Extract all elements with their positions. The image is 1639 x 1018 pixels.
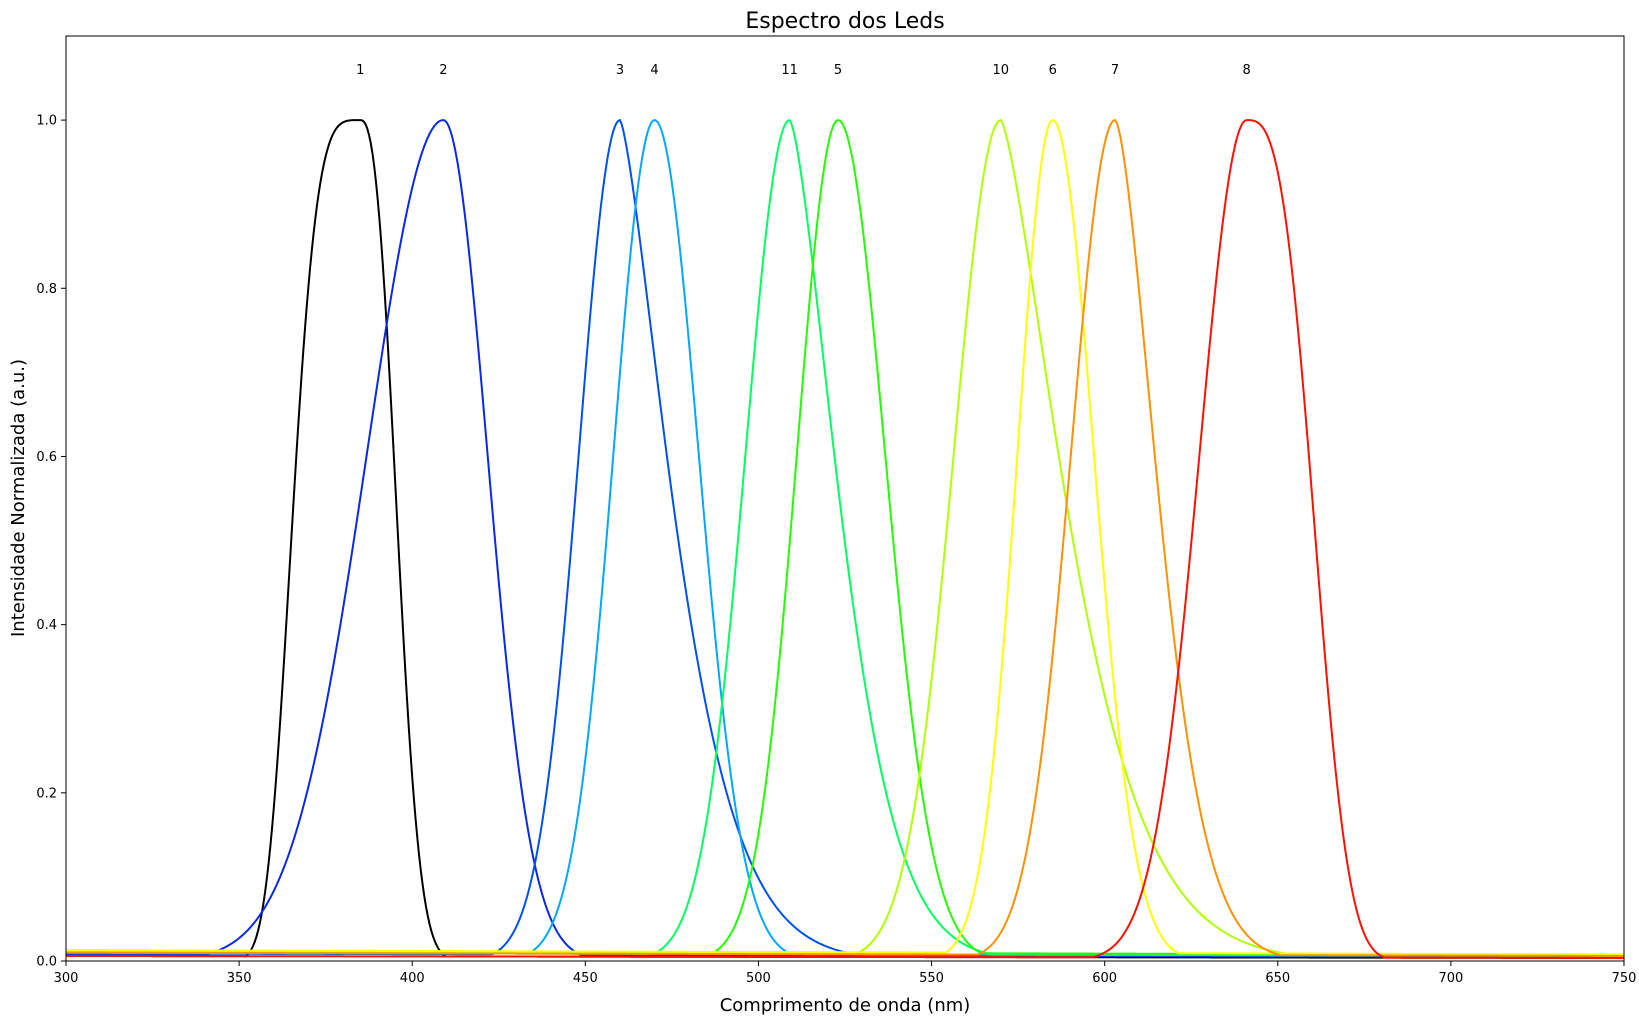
peak-label-10: 10	[993, 63, 1010, 78]
x-axis: 300 350 400 450 500 550 600 650 700 750	[54, 961, 1637, 986]
peak-label-11: 11	[781, 63, 798, 78]
peak-labels: 1 2 3 4 11 5 10 6 7 8	[356, 63, 1251, 78]
chart-title: Espectro dos Leds	[745, 9, 944, 34]
y-tick-label: 0.4	[36, 618, 57, 633]
peak-label-8: 8	[1242, 63, 1250, 78]
series-line-7	[66, 119, 1624, 957]
peak-label-7: 7	[1111, 63, 1119, 78]
peak-label-3: 3	[616, 63, 624, 78]
x-tick-label: 350	[227, 971, 252, 986]
y-tick-label: 0.6	[36, 450, 57, 465]
x-tick-label: 600	[1092, 971, 1117, 986]
x-tick-label: 300	[54, 971, 79, 986]
series-line-8	[65, 119, 1624, 959]
y-tick-label: 1.0	[36, 114, 57, 129]
plot-frame	[65, 35, 1625, 962]
y-axis-label: Intensidade Normalizada (a.u.)	[8, 359, 29, 637]
x-tick-label: 750	[1612, 971, 1637, 986]
plot-area: 1 2 3 4 11 5 10 6 7 8	[65, 35, 1625, 962]
x-axis-label: Comprimento de onda (nm)	[720, 995, 971, 1016]
peak-label-5: 5	[834, 63, 842, 78]
peak-label-1: 1	[356, 63, 364, 78]
y-tick-label: 0.2	[36, 786, 57, 801]
series-layer	[65, 119, 1625, 959]
y-axis: 0.0 0.2 0.4 0.6 0.8 1.0	[36, 114, 66, 970]
peak-label-4: 4	[650, 63, 658, 78]
x-tick-label: 450	[573, 971, 598, 986]
y-tick-label: 0.8	[36, 282, 57, 297]
x-tick-label: 550	[919, 971, 944, 986]
x-tick-label: 650	[1265, 971, 1290, 986]
x-tick-label: 700	[1438, 971, 1463, 986]
series-line-6	[66, 119, 1624, 956]
x-tick-label: 400	[400, 971, 425, 986]
peak-label-6: 6	[1049, 63, 1057, 78]
y-tick-label: 0.0	[36, 955, 57, 970]
peak-label-2: 2	[439, 63, 447, 78]
x-tick-label: 500	[746, 971, 771, 986]
